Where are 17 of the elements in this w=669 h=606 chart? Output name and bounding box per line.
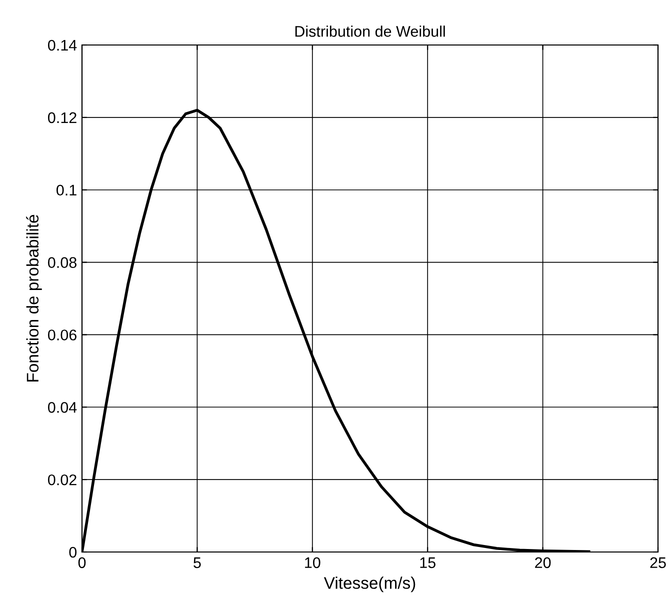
- x-tick-label: 5: [194, 557, 201, 568]
- y-tick-label: 0.14: [48, 40, 77, 51]
- x-axis-title: Vitesse(m/s): [324, 576, 416, 592]
- x-tick-label: 15: [420, 557, 436, 568]
- x-tick-label: 0: [78, 557, 86, 568]
- y-axis-title: Fonction de probabilité: [26, 214, 42, 382]
- y-tick-label: 0.12: [48, 112, 76, 124]
- x-tick-label: 20: [535, 557, 551, 568]
- chart-title: Distribution de Weibull: [295, 26, 445, 37]
- y-tick-label: 0.08: [48, 257, 76, 268]
- y-tick-label: 0.06: [48, 330, 76, 340]
- y-tick-label: 0.02: [48, 474, 76, 486]
- y-tick-label: 0: [69, 546, 77, 558]
- x-tick-label: 25: [650, 557, 666, 568]
- y-tick-label: 0.04: [48, 402, 77, 413]
- x-tick-label: 10: [305, 557, 320, 568]
- y-tick-label: 0.1: [56, 184, 76, 196]
